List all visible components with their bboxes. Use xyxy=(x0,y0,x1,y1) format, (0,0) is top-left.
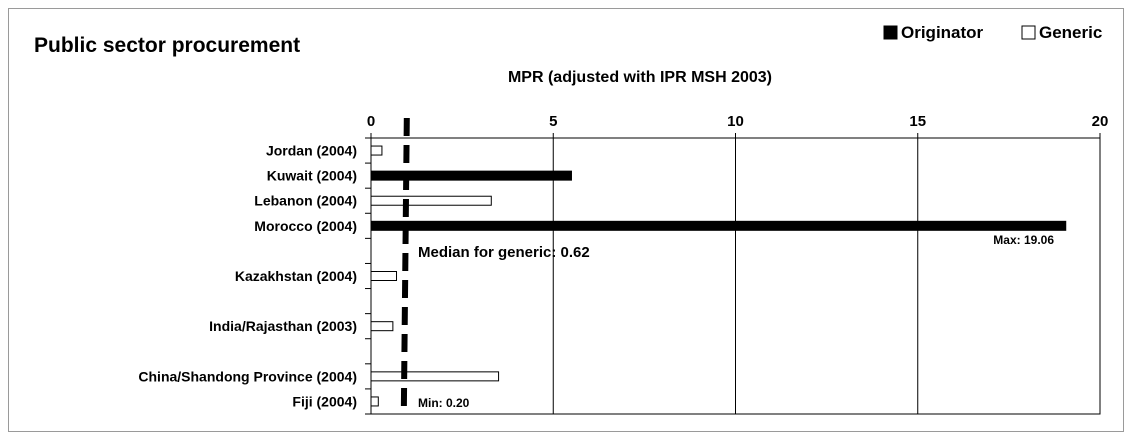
min-annotation: Min: 0.20 xyxy=(418,396,470,410)
x-tick-label: 0 xyxy=(367,113,375,130)
median-reference-line xyxy=(400,117,410,415)
bars xyxy=(370,145,1067,407)
median-annotation: Median for generic: 0.62 xyxy=(418,244,590,261)
legend-swatch xyxy=(1021,25,1036,40)
median-line xyxy=(400,117,410,415)
chart-subtitle: MPR (adjusted with IPR MSH 2003) xyxy=(508,69,772,86)
bar-generic xyxy=(370,371,500,382)
legend-swatch xyxy=(883,25,898,40)
x-axis-ticks: 0 5 10 15 20 xyxy=(367,113,1109,138)
x-tick-label: 5 xyxy=(549,113,557,130)
chart-title: Public sector procurement xyxy=(34,34,300,57)
category-label: China/Shandong Province (2004) xyxy=(138,368,357,384)
category-label: Lebanon (2004) xyxy=(254,193,357,209)
legend: Originator Generic xyxy=(883,23,1102,42)
category-label: Kazakhstan (2004) xyxy=(235,268,357,284)
bar-originator xyxy=(370,170,572,181)
bar-originator xyxy=(370,220,1067,231)
legend-label: Generic xyxy=(1039,23,1102,42)
category-label: Jordan (2004) xyxy=(266,143,357,159)
max-annotation: Max: 19.06 xyxy=(993,233,1054,247)
bar-generic xyxy=(370,321,394,332)
bar-generic xyxy=(370,195,492,206)
category-label: India/Rajasthan (2003) xyxy=(209,318,357,334)
x-tick-label: 10 xyxy=(727,113,744,130)
bar-generic xyxy=(370,145,383,156)
x-tick-label: 15 xyxy=(909,113,926,130)
legend-label: Originator xyxy=(901,23,984,42)
category-label: Morocco (2004) xyxy=(254,218,357,234)
x-tick-label: 20 xyxy=(1092,113,1109,130)
y-axis: Jordan (2004) Kuwait (2004) Lebanon (2004)… xyxy=(138,137,371,415)
category-label: Fiji (2004) xyxy=(292,393,357,409)
bar-generic xyxy=(370,396,379,407)
category-label: Kuwait (2004) xyxy=(267,168,357,184)
bar-generic xyxy=(370,271,398,281)
chart-frame xyxy=(8,8,1124,432)
